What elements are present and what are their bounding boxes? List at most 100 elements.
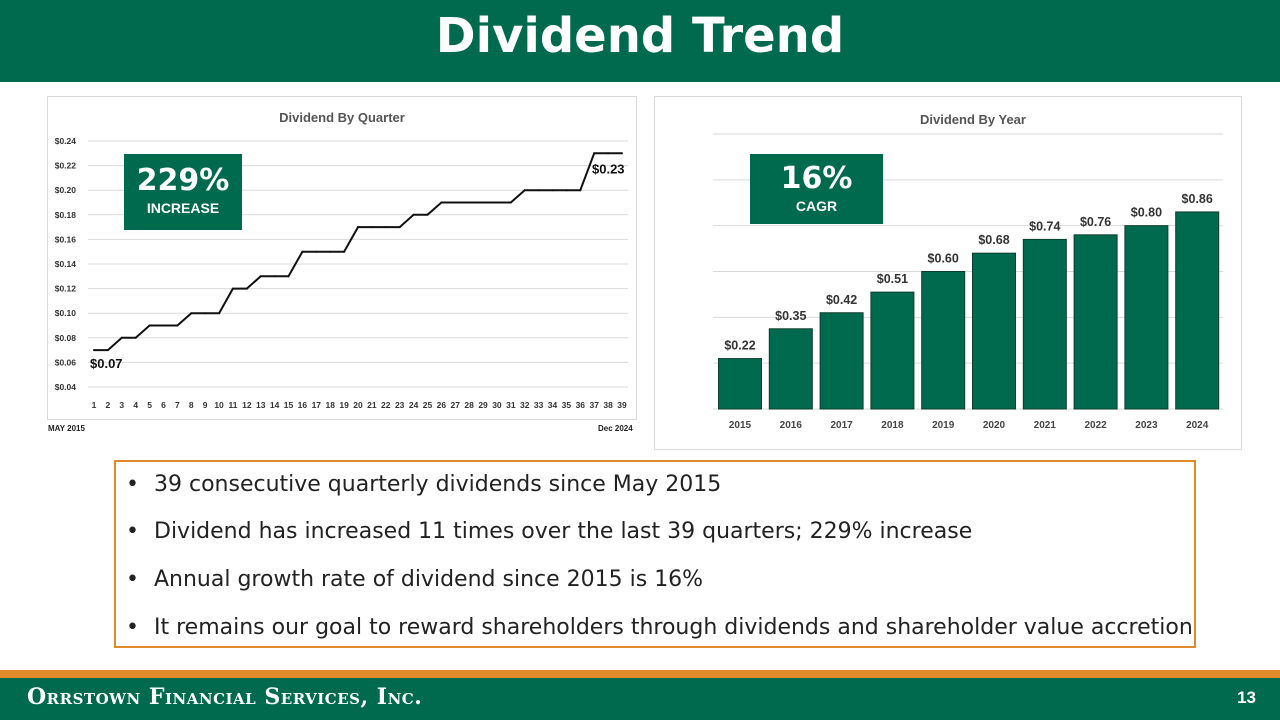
cagr-value: 16% bbox=[780, 161, 853, 196]
data-point bbox=[162, 324, 165, 327]
x-tick-label: 2016 bbox=[780, 420, 803, 431]
data-point bbox=[440, 201, 443, 204]
data-point bbox=[621, 152, 623, 155]
data-point bbox=[190, 312, 193, 315]
y-tick-label: $0.18 bbox=[55, 210, 77, 220]
data-point bbox=[218, 312, 221, 315]
x-tick-label: 2018 bbox=[881, 420, 904, 431]
key-point: • It remains our goal to reward sharehold… bbox=[126, 615, 1193, 640]
quarter-chart-panel: Dividend By Quarter $0.04 $0.06 $0.08 $0.10 $… bbox=[47, 96, 637, 420]
company-name: Orrstown Financial Services, Inc. bbox=[27, 684, 423, 710]
data-label: $0.23 bbox=[592, 161, 625, 176]
x-tick-label: 30 bbox=[492, 400, 502, 410]
x-tick-label: 21 bbox=[367, 400, 377, 410]
data-point bbox=[259, 275, 262, 278]
data-point bbox=[607, 152, 610, 155]
bar-value-label: $0.51 bbox=[877, 272, 908, 286]
data-point bbox=[579, 189, 582, 192]
x-tick-label: 9 bbox=[203, 400, 208, 410]
x-tick-label: 35 bbox=[562, 400, 572, 410]
key-point-text: Dividend has increased 11 times over the… bbox=[154, 519, 973, 544]
year-chart-title: Dividend By Year bbox=[920, 112, 1026, 127]
data-point bbox=[93, 349, 95, 352]
x-tick-label: 2021 bbox=[1034, 420, 1057, 431]
data-point bbox=[273, 275, 276, 278]
bullet-dot: • bbox=[126, 567, 139, 592]
x-tick-label: 2020 bbox=[983, 420, 1006, 431]
data-point bbox=[412, 213, 415, 216]
x-tick-label: 4 bbox=[133, 400, 138, 410]
data-point bbox=[343, 250, 346, 253]
bar-value-label: $0.86 bbox=[1182, 192, 1213, 206]
y-tick-label: $0.04 bbox=[55, 382, 77, 392]
x-tick-label: 28 bbox=[464, 400, 474, 410]
y-tick-label: $0.06 bbox=[55, 357, 77, 367]
key-points-box: • 39 consecutive quarterly dividends sinc… bbox=[114, 460, 1196, 648]
data-point bbox=[468, 201, 471, 204]
bar-value-label: $0.22 bbox=[724, 339, 755, 353]
x-tick-label: 10 bbox=[214, 400, 224, 410]
bar bbox=[1124, 225, 1169, 410]
data-point bbox=[523, 189, 526, 192]
y-tick-label: $0.16 bbox=[55, 234, 77, 244]
x-tick-label: 13 bbox=[256, 400, 266, 410]
x-tick-label: 17 bbox=[312, 400, 322, 410]
bar-value-label: $0.80 bbox=[1131, 206, 1162, 220]
quarter-start-note: MAY 2015 bbox=[48, 424, 85, 433]
data-point bbox=[426, 213, 429, 216]
footer-accent-line bbox=[0, 670, 1280, 678]
x-tick-label: 14 bbox=[270, 400, 280, 410]
x-tick-label: 25 bbox=[423, 400, 433, 410]
data-point bbox=[231, 287, 234, 290]
bar-value-label: $0.74 bbox=[1029, 219, 1060, 233]
increase-badge: 229% INCREASE bbox=[124, 154, 242, 230]
page-title: Dividend Trend bbox=[435, 8, 845, 64]
x-tick-label: 38 bbox=[603, 400, 613, 410]
bar bbox=[921, 271, 966, 410]
increase-value: 229% bbox=[136, 163, 230, 198]
key-point-text: 39 consecutive quarterly dividends since… bbox=[154, 472, 722, 497]
y-tick-label: $0.24 bbox=[55, 136, 77, 146]
y-tick-label: $0.10 bbox=[55, 308, 77, 318]
bar-value-label: $0.60 bbox=[928, 252, 959, 266]
x-tick-label: 18 bbox=[325, 400, 335, 410]
y-tick-label: $0.20 bbox=[55, 185, 77, 195]
quarter-chart: Dividend By Quarter $0.04 $0.06 $0.08 $0.10 $… bbox=[55, 110, 628, 410]
data-point bbox=[204, 312, 207, 315]
x-tick-label: 24 bbox=[409, 400, 419, 410]
x-tick-label: 1 bbox=[92, 400, 97, 410]
data-point bbox=[565, 189, 568, 192]
data-point bbox=[148, 324, 151, 327]
bar-value-label: $0.35 bbox=[775, 309, 806, 323]
x-tick-label: 22 bbox=[381, 400, 391, 410]
quarter-end-note: Dec 2024 bbox=[598, 424, 633, 433]
data-point bbox=[357, 226, 359, 229]
data-point bbox=[509, 201, 512, 204]
y-tick-label: $0.12 bbox=[55, 284, 77, 294]
x-tick-label: 3 bbox=[119, 400, 124, 410]
x-tick-label: 15 bbox=[284, 400, 294, 410]
x-tick-label: 16 bbox=[298, 400, 308, 410]
x-tick-label: 34 bbox=[548, 400, 558, 410]
bar bbox=[1073, 234, 1118, 410]
year-chart-panel: Dividend By Year $0.22 2015 $0.35 2016 $0.42 2… bbox=[654, 96, 1242, 450]
x-tick-label: 2017 bbox=[830, 420, 853, 431]
data-point bbox=[301, 250, 304, 253]
data-point bbox=[329, 250, 332, 253]
quarter-chart-title: Dividend By Quarter bbox=[279, 110, 405, 125]
x-tick-label: 27 bbox=[451, 400, 461, 410]
data-point bbox=[495, 201, 498, 204]
data-point bbox=[593, 152, 596, 155]
key-point-text: Annual growth rate of dividend since 201… bbox=[154, 567, 704, 592]
key-point-text: It remains our goal to reward shareholde… bbox=[154, 615, 1193, 640]
data-point bbox=[537, 189, 540, 192]
bar-value-label: $0.68 bbox=[978, 233, 1009, 247]
bar-value-label: $0.42 bbox=[826, 293, 857, 307]
x-tick-label: 2022 bbox=[1084, 420, 1107, 431]
x-tick-label: 23 bbox=[395, 400, 405, 410]
data-point bbox=[482, 201, 485, 204]
x-tick-label: 32 bbox=[520, 400, 530, 410]
x-tick-label: 2015 bbox=[729, 420, 752, 431]
x-tick-label: 2024 bbox=[1186, 420, 1209, 431]
y-tick-label: $0.14 bbox=[55, 259, 77, 269]
